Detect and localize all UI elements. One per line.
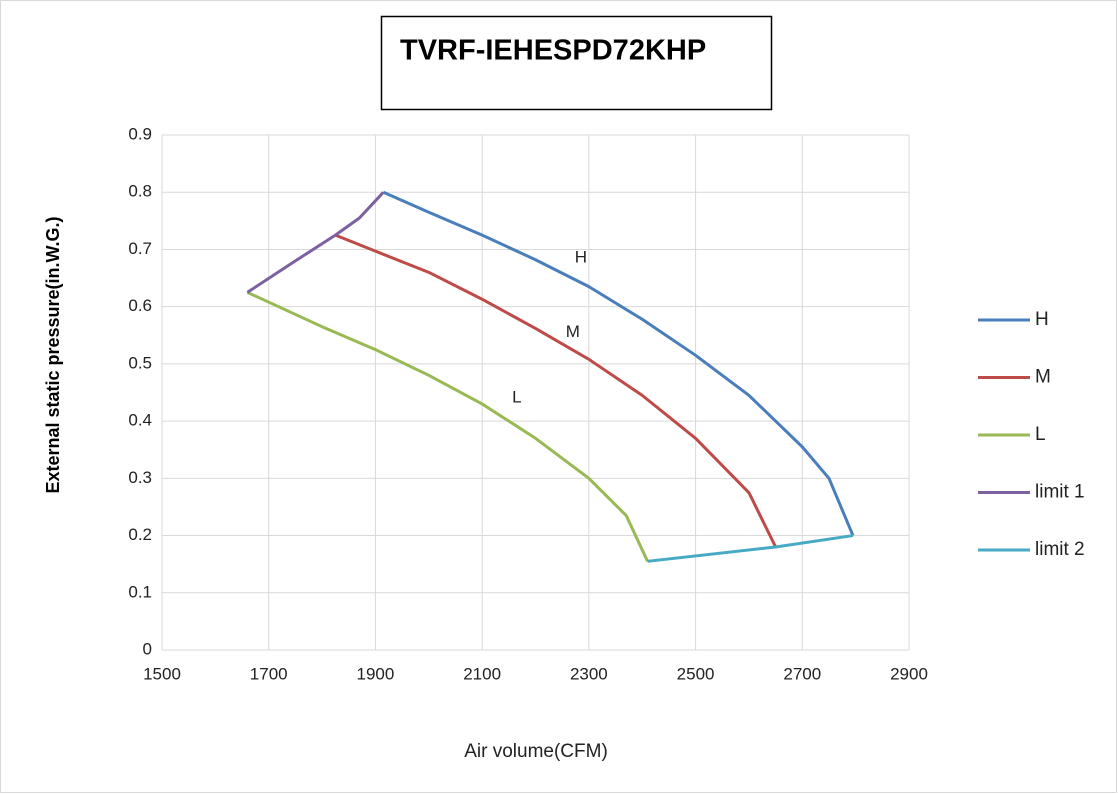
series-line xyxy=(647,534,854,563)
x-tick-label: 1900 xyxy=(357,664,395,683)
x-tick-label: 2900 xyxy=(890,664,928,683)
annotation: L xyxy=(512,388,521,407)
y-tick-label: 0 xyxy=(143,639,152,658)
y-tick-label: 0.9 xyxy=(128,124,152,143)
y-tick-label: 0.6 xyxy=(128,296,152,315)
legend-label: L xyxy=(1035,424,1046,445)
chart-title: TVRF-IEHESPD72KHP xyxy=(400,35,706,67)
annotation: M xyxy=(566,322,580,341)
x-tick-label: 1500 xyxy=(143,664,181,683)
y-tick-label: 0.5 xyxy=(128,353,152,372)
x-tick-label: 1700 xyxy=(250,664,288,683)
legend-label: limit 2 xyxy=(1035,539,1085,560)
legend-label: limit 1 xyxy=(1035,482,1085,503)
y-tick-label: 0.7 xyxy=(128,239,152,258)
legend-label: H xyxy=(1035,309,1049,330)
y-tick-label: 0.3 xyxy=(128,468,152,487)
y-tick-label: 0.1 xyxy=(128,582,152,601)
y-axis-label: External static pressure(in.W.G.) xyxy=(43,216,63,493)
x-axis-label: Air volume(CFM) xyxy=(464,741,608,762)
y-tick-label: 0.2 xyxy=(128,525,152,544)
series-line xyxy=(246,290,649,562)
series-line xyxy=(334,233,777,548)
series-line xyxy=(382,190,855,537)
legend-label: M xyxy=(1035,367,1051,388)
x-tick-label: 2300 xyxy=(570,664,608,683)
x-tick-label: 2100 xyxy=(463,664,501,683)
series-line xyxy=(246,191,385,294)
y-tick-label: 0.4 xyxy=(128,411,152,430)
x-tick-label: 2700 xyxy=(783,664,821,683)
x-tick-label: 2500 xyxy=(677,664,715,683)
annotation: H xyxy=(575,248,587,267)
y-tick-label: 0.8 xyxy=(128,182,152,201)
title-box xyxy=(380,15,773,111)
